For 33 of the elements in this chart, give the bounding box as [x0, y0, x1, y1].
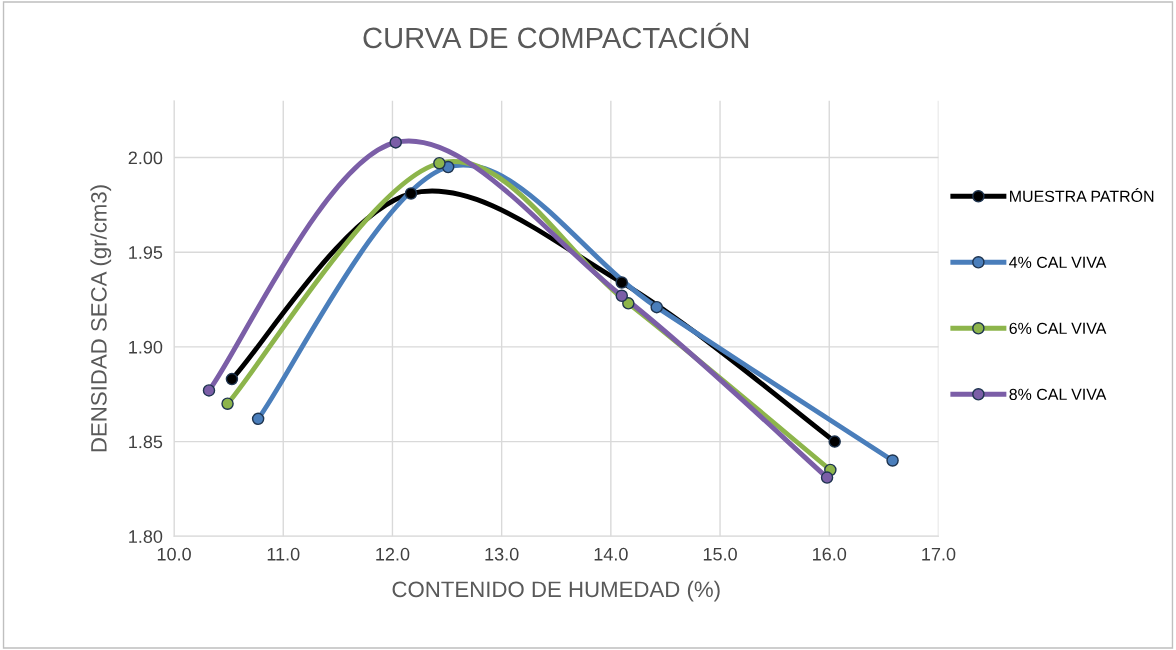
point	[225, 372, 239, 386]
y-axis-title: DENSIDAD SECA (gr/cm3)	[90, 185, 112, 452]
y-tick-label: 1.95	[129, 246, 163, 259]
point	[221, 397, 234, 410]
point	[828, 435, 841, 448]
chart-title: CURVA DE COMPACTACIÓN	[363, 22, 749, 49]
point	[650, 300, 663, 314]
x-tick-label: 10.0	[157, 547, 191, 561]
point	[615, 289, 629, 303]
point	[615, 276, 629, 289]
x-tick-label: 11.0	[267, 547, 300, 561]
x-tick-label: 16.0	[813, 547, 847, 561]
legend-label: MUESTRA PATRÓN	[1010, 188, 1154, 203]
x-tick-label: 14.0	[594, 547, 628, 561]
legend-label: 6% CAL VIVA	[1009, 322, 1107, 335]
x-axis-title: CONTENIDO DE HUMEDAD (%)	[392, 580, 720, 602]
x-tick-label: 12.0	[376, 547, 410, 561]
point	[886, 454, 899, 467]
point	[433, 156, 446, 170]
y-tick-label: 1.80	[129, 530, 163, 543]
y-tick-label: 1.85	[129, 435, 163, 449]
y-tick-label: 1.90	[129, 340, 163, 354]
point	[820, 471, 834, 484]
point	[404, 187, 418, 200]
point	[389, 136, 402, 149]
legend-label: 8% CAL VIVA	[1009, 388, 1107, 401]
y-tick-label: 2.00	[128, 151, 163, 165]
point	[202, 384, 216, 397]
point	[251, 412, 265, 426]
x-tick-label: 13.0	[485, 547, 519, 561]
x-tick-label: 17.0	[922, 547, 956, 561]
x-tick-label: 15.0	[703, 547, 737, 561]
legend-label: 4% CAL VIVA	[1009, 256, 1107, 269]
